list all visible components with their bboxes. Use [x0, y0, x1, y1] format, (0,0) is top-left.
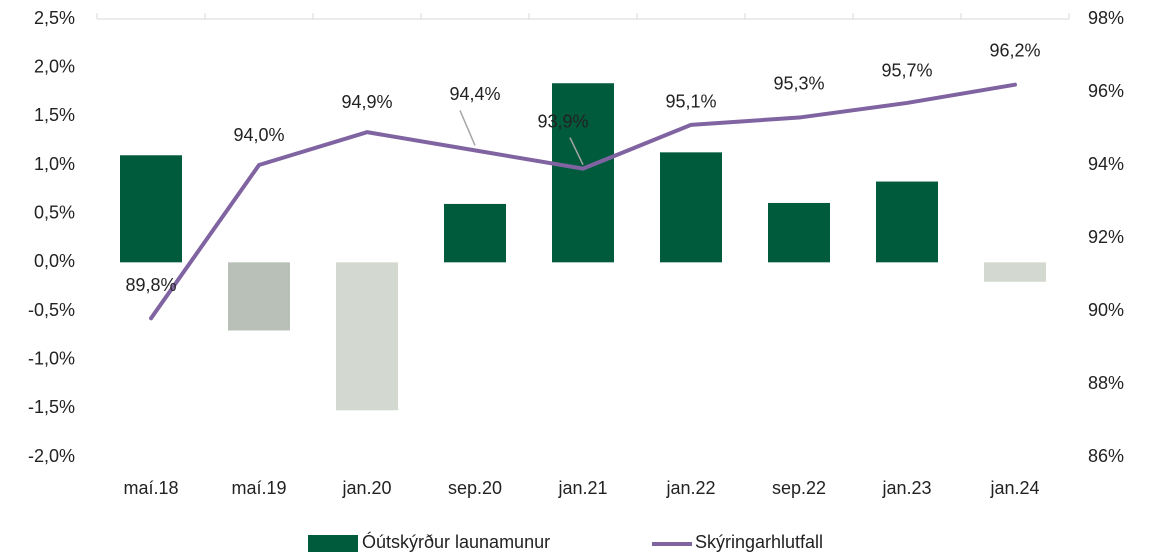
x-tick-label: sep.20: [448, 478, 502, 498]
bar: [984, 262, 1046, 282]
bar: [228, 262, 290, 331]
data-label: 96,2%: [989, 40, 1040, 60]
x-tick-label: maí.18: [123, 478, 178, 498]
bar: [768, 202, 830, 263]
y-tick-label: 2,0%: [34, 56, 75, 76]
data-label: 95,1%: [665, 92, 716, 112]
legend-label: Skýringarhlutfall: [695, 532, 823, 552]
x-tick-label: sep.22: [772, 478, 826, 498]
x-tick-label: jan.24: [989, 478, 1039, 498]
bar: [336, 262, 398, 411]
y2-tick-label: 94%: [1088, 154, 1124, 174]
y-tick-label: -2,0%: [28, 446, 75, 466]
bar: [120, 155, 182, 263]
legend-swatch: [308, 535, 358, 552]
y2-tick-label: 96%: [1088, 81, 1124, 101]
y-tick-label: -1,5%: [28, 397, 75, 417]
data-label: 93,9%: [537, 111, 588, 131]
x-tick-label: jan.22: [665, 478, 715, 498]
y-tick-label: 1,0%: [34, 154, 75, 174]
bar: [876, 181, 938, 263]
y-tick-label: 0,5%: [34, 202, 75, 222]
bar: [660, 152, 722, 263]
bar: [444, 203, 506, 263]
data-label: 89,8%: [125, 275, 176, 295]
y2-tick-label: 88%: [1088, 373, 1124, 393]
y-tick-label: 1,5%: [34, 105, 75, 125]
data-label: 94,9%: [341, 92, 392, 112]
data-label: 95,3%: [773, 73, 824, 93]
line: [149, 82, 1017, 321]
data-label: 95,7%: [881, 61, 932, 81]
y2-tick-label: 86%: [1088, 446, 1124, 466]
bar: [552, 83, 614, 263]
y2-tick-label: 92%: [1088, 227, 1124, 247]
x-tick-label: jan.20: [341, 478, 391, 498]
data-label: 94,0%: [233, 125, 284, 145]
y2-tick-label: 90%: [1088, 300, 1124, 320]
x-tick-label: jan.23: [881, 478, 931, 498]
y-tick-label: -0,5%: [28, 300, 75, 320]
leader-line: [459, 110, 476, 146]
data-label: 94,4%: [449, 84, 500, 104]
y-tick-label: 2,5%: [34, 8, 75, 28]
y-tick-label: -1,0%: [28, 348, 75, 368]
legend-label: Óútskýrður launamunur: [362, 531, 550, 552]
leader-line: [569, 137, 584, 165]
x-tick-label: jan.21: [557, 478, 607, 498]
x-tick-label: maí.19: [231, 478, 286, 498]
y-tick-label: 0,0%: [34, 251, 75, 271]
y2-tick-label: 98%: [1088, 8, 1124, 28]
